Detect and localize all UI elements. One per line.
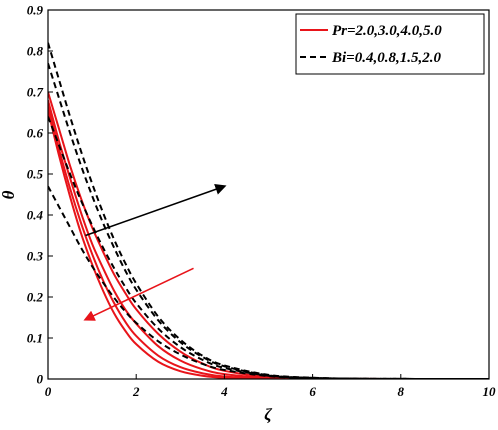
y-tick-label: 0.1 <box>27 331 43 346</box>
series-line-bi-0-8 <box>48 116 489 379</box>
legend-box <box>295 13 485 75</box>
series-line-pr-5-0 <box>48 110 489 379</box>
x-axis-label: ζ <box>264 405 272 424</box>
legend: Pr=2.0,3.0,4.0,5.0 Bi=0.4,0.8,1.5,2.0 <box>295 13 485 75</box>
y-tick-label: 0.2 <box>27 290 44 305</box>
series-line-bi-0-4 <box>48 185 489 379</box>
series-line-pr-2-0 <box>48 91 489 379</box>
series-layer <box>48 42 489 379</box>
y-axis-label: θ <box>0 190 18 199</box>
plot-frame <box>47 9 490 380</box>
y-tick-label: 0 <box>37 372 44 387</box>
y-tick-label: 0.8 <box>27 44 44 59</box>
series-line-bi-1-5 <box>48 62 489 379</box>
pr-increase-arrow <box>83 267 194 321</box>
annotation-layer <box>83 184 227 321</box>
y-tick-label: 0.6 <box>27 126 44 141</box>
x-tick-label: 2 <box>132 384 140 399</box>
series-line-bi-2-0 <box>48 42 489 379</box>
y-tick-label: 0.3 <box>27 249 44 264</box>
y-tick-label: 0.4 <box>27 208 44 223</box>
y-tick-label: 0.9 <box>27 3 44 18</box>
x-tick-label: 10 <box>483 384 497 399</box>
x-tick-label: 6 <box>309 384 316 399</box>
x-tick-label: 8 <box>398 384 405 399</box>
y-tick-label: 0.7 <box>27 85 44 100</box>
series-line-pr-3-0 <box>48 99 489 379</box>
series-line-pr-4-0 <box>48 106 489 379</box>
x-tick-label: 4 <box>220 384 228 399</box>
bi-increase-arrow <box>85 184 227 237</box>
legend-label-bi: Bi=0.4,0.8,1.5,2.0 <box>331 50 441 66</box>
x-tick-label: 0 <box>45 384 52 399</box>
y-tick-label: 0.5 <box>27 167 44 182</box>
tick-layer: 0 2 4 6 8 10 0 0.1 0.2 0.3 0.4 0.5 0.6 0.7 0.8 0.9 <box>27 3 496 400</box>
legend-label-pr: Pr=2.0,3.0,4.0,5.0 <box>332 23 442 39</box>
